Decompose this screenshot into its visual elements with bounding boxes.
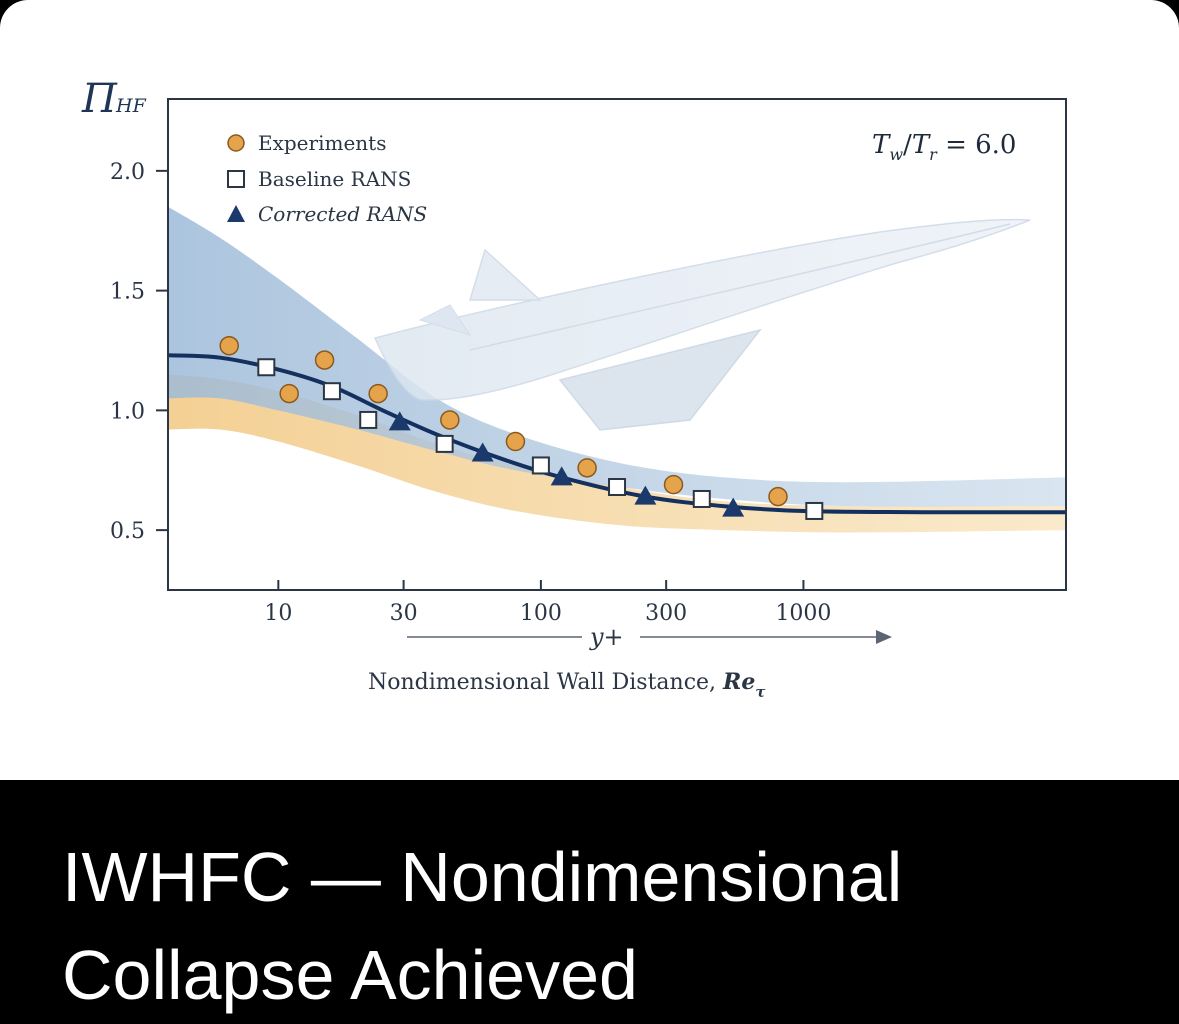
- corrected-rans-point-1: [471, 442, 494, 462]
- caption-bar: IWHFC — Nondimensional Collapse Achieved: [0, 780, 1179, 1022]
- y-tick-label-2: 1.5: [110, 280, 145, 305]
- baseline-rans-point-6: [692, 489, 711, 508]
- legend-corrected-marker: [227, 205, 245, 222]
- x-tick-label-4: 1000: [775, 601, 831, 626]
- corrected-rans-point-2: [550, 466, 573, 486]
- plot-frame: [167, 98, 1067, 591]
- x-tick-label-2: 100: [520, 601, 562, 626]
- experiments-point-7: [663, 474, 684, 495]
- legend-experiments-marker: [227, 134, 245, 152]
- caption-title: IWHFC — Nondimensional Collapse Achieved: [62, 838, 903, 1014]
- x-axis-label: Nondimensional Wall Distance, Reτ: [368, 669, 766, 701]
- y-plus-arrow: y+: [407, 623, 892, 651]
- x-tick-label-3: 300: [645, 601, 687, 626]
- legend-baseline-marker: [227, 170, 245, 188]
- baseline-rans-point-0: [257, 358, 276, 377]
- baseline-rans-point-3: [435, 434, 454, 453]
- data-markers: [219, 335, 824, 520]
- corrected-rans-point-0: [388, 411, 411, 431]
- y-axis-symbol-subscript: HF: [115, 95, 147, 117]
- experiments-point-8: [768, 486, 788, 507]
- baseline-rans-point-2: [359, 410, 378, 429]
- chart: 0.5 1.0 1.5 2.0 10 30 100 300 1000 Π HF Experim…: [81, 76, 1067, 701]
- legend-corrected-label: Corrected RANS: [258, 202, 427, 226]
- experiments-point-1: [279, 383, 299, 404]
- y-tick-label-0: 0.5: [110, 519, 145, 544]
- y-axis-ticks: 0.5 1.0 1.5 2.0: [110, 160, 168, 544]
- baseline-rans-point-7: [805, 501, 824, 520]
- experiments-point-2: [314, 350, 335, 370]
- baseline-rans-point-5: [608, 478, 627, 497]
- baseline-rans-point-4: [531, 456, 550, 475]
- experiments-point-6: [577, 458, 597, 478]
- x-tick-label-0: 10: [264, 601, 292, 626]
- experiments-point-3: [368, 383, 388, 404]
- y-axis-symbol: Π: [81, 76, 118, 122]
- legend-baseline-label: Baseline RANS: [258, 167, 411, 191]
- aircraft-illustration: [373, 218, 1031, 431]
- experiments-point-0: [219, 335, 239, 356]
- x-axis-ticks: 10 30 100 300 1000: [264, 580, 831, 626]
- experiments-point-5: [505, 431, 526, 452]
- experiments-point-4: [440, 410, 460, 430]
- legend: Experiments Baseline RANS Corrected RANS: [227, 131, 427, 226]
- legend-experiments-label: Experiments: [258, 131, 386, 155]
- chart-card: 0.5 1.0 1.5 2.0 10 30 100 300 1000 Π HF Experim…: [0, 0, 1179, 780]
- y-plus-label: y+: [589, 623, 624, 651]
- wall-temperature-annotation: Tw/Tr = 6.0: [872, 130, 1016, 164]
- x-tick-label-1: 30: [390, 601, 418, 626]
- baseline-rans-point-1: [322, 382, 341, 401]
- y-tick-label-3: 2.0: [110, 160, 145, 185]
- corrected-rans-point-4: [722, 497, 745, 517]
- y-tick-label-1: 1.0: [110, 399, 145, 424]
- corrected-rans-point-3: [634, 485, 657, 505]
- blue-uncertainty-band: [168, 206, 1066, 507]
